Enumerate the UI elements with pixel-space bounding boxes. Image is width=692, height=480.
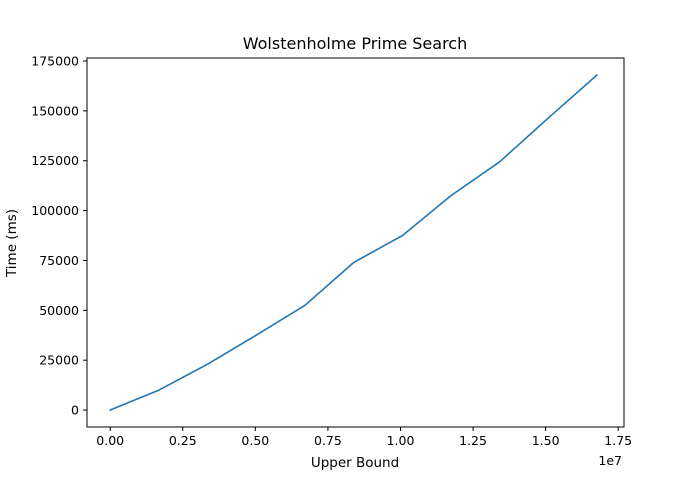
x-tick-label: 0.25 (169, 433, 197, 448)
y-tick-label: 150000 (31, 103, 79, 118)
y-tick-label: 100000 (31, 203, 79, 218)
y-tick-label: 0 (71, 403, 79, 418)
x-tick-label: 0.50 (241, 433, 269, 448)
series-line-0 (109, 74, 598, 411)
x-axis-title: Upper Bound (311, 455, 399, 471)
y-tick-label: 125000 (31, 153, 79, 168)
y-tick-label: 25000 (39, 353, 79, 368)
x-tick-label: 0.00 (96, 433, 124, 448)
x-tick-label: 1.50 (532, 433, 560, 448)
x-axis-offset-label: 1e7 (598, 453, 622, 468)
plot-area: 0.00 0.25 0.50 0.75 1.00 1.25 1.50 1.75 0 25000 50… (31, 53, 632, 448)
y-tick-label: 75000 (39, 253, 79, 268)
x-tick-label: 1.25 (459, 433, 487, 448)
y-tick-label: 50000 (39, 303, 79, 318)
x-tick-label: 1.00 (387, 433, 415, 448)
x-tick-label: 1.75 (604, 433, 632, 448)
axes-frame (86, 57, 625, 428)
x-tick-label: 0.75 (314, 433, 342, 448)
y-tick-label: 175000 (31, 53, 79, 68)
chart-title: Wolstenholme Prime Search (243, 34, 467, 53)
y-axis-title: Time (ms) (4, 209, 20, 278)
